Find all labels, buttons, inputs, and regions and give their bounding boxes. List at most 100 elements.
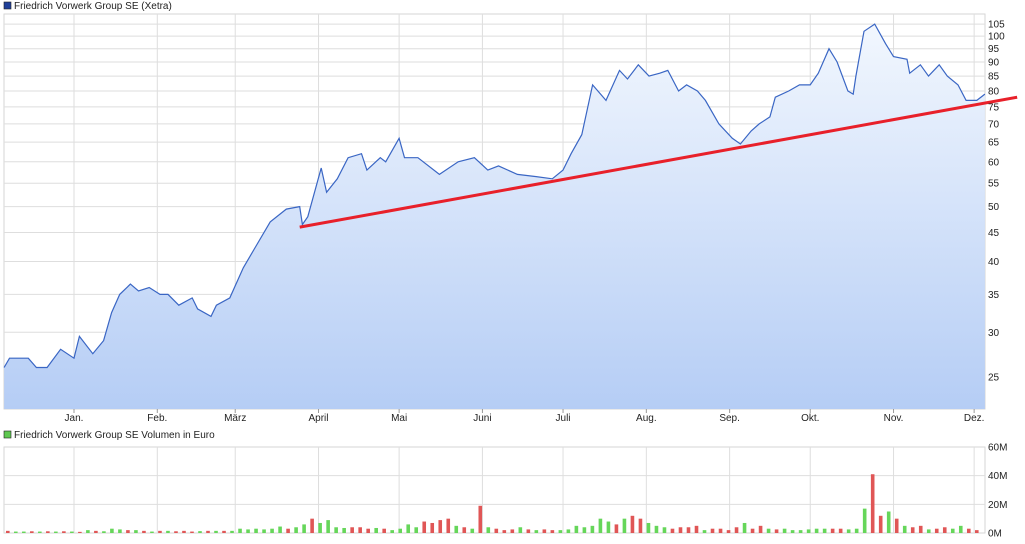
volume-legend-label: Friedrich Vorwerk Group SE Volumen in Eu… <box>14 430 215 441</box>
volume-bar <box>510 529 515 533</box>
volume-bar <box>246 529 250 533</box>
month-label: Feb. <box>147 413 167 424</box>
volume-bar <box>750 528 755 533</box>
volume-bar <box>150 531 154 533</box>
price-tick-label: 100 <box>988 32 1005 43</box>
volume-tick-label: 60M <box>988 443 1007 454</box>
month-label: Jan. <box>65 413 84 424</box>
volume-bar <box>966 528 971 533</box>
volume-bar <box>462 527 467 533</box>
volume-bar <box>550 530 555 533</box>
volume-bar <box>502 530 507 533</box>
price-tick-label: 30 <box>988 328 1000 339</box>
volume-bar <box>94 530 98 533</box>
volume-bar <box>414 527 419 533</box>
volume-bar <box>566 529 571 533</box>
volume-bar <box>454 525 459 533</box>
volume-bar <box>942 527 947 533</box>
volume-bar <box>782 528 787 533</box>
volume-bar <box>726 530 731 533</box>
volume-bar <box>30 531 34 533</box>
month-label: März <box>224 413 246 424</box>
volume-bar <box>614 524 619 533</box>
volume-bar <box>974 530 979 533</box>
volume-bar <box>142 530 146 533</box>
volume-bar <box>118 529 122 533</box>
volume-bar <box>38 531 42 533</box>
volume-bar <box>534 530 539 533</box>
volume-legend-square <box>3 430 12 439</box>
price-line <box>3 23 986 369</box>
volume-bar <box>862 508 867 533</box>
volume-bar <box>254 528 258 533</box>
volume-bar <box>62 531 66 533</box>
volume-bar <box>342 527 346 533</box>
price-tick-label: 45 <box>988 228 1000 239</box>
month-label: Juni <box>473 413 491 424</box>
volume-bar <box>670 528 675 533</box>
volume-bar <box>158 530 162 533</box>
volume-bar <box>390 530 394 533</box>
volume-bar <box>542 529 547 533</box>
volume-bar <box>662 527 667 533</box>
price-tick-label: 105 <box>988 20 1005 31</box>
volume-bar <box>678 527 683 533</box>
volume-bar <box>926 529 931 533</box>
volume-bar <box>366 528 370 533</box>
volume-bar <box>878 515 883 533</box>
volume-bar <box>166 530 170 533</box>
volume-bar <box>174 531 178 533</box>
volume-bar <box>310 518 314 533</box>
volume-bar <box>598 518 603 533</box>
month-label: Mai <box>391 413 407 424</box>
volume-bar <box>398 528 403 533</box>
volume-axis: 0M 20M 40M 60M <box>988 443 1007 540</box>
price-tick-label: 55 <box>988 179 1000 190</box>
volume-bar <box>742 522 747 533</box>
volume-bar <box>406 524 411 533</box>
volume-bar <box>302 524 306 533</box>
price-legend-label: Friedrich Vorwerk Group SE (Xetra) <box>14 1 172 12</box>
price-tick-label: 25 <box>988 373 1000 384</box>
price-tick-label: 95 <box>988 44 1000 55</box>
volume-bar <box>630 515 635 533</box>
volume-bar <box>102 531 106 533</box>
volume-bar <box>638 518 643 533</box>
month-label: Aug. <box>636 413 657 424</box>
volume-bar <box>886 511 891 533</box>
volume-bar <box>70 531 74 533</box>
price-tick-label: 50 <box>988 202 1000 213</box>
volume-bar <box>798 530 803 533</box>
volume-bar <box>694 525 699 533</box>
volume-bar <box>846 529 851 533</box>
volume-bar <box>134 530 138 533</box>
volume-bar <box>622 518 627 533</box>
volume-bar <box>854 528 859 533</box>
volume-bar <box>806 529 811 533</box>
volume-bar <box>382 528 386 533</box>
volume-bar <box>446 518 451 533</box>
volume-bar <box>430 522 435 533</box>
volume-bar <box>230 530 234 533</box>
volume-bar <box>822 528 827 533</box>
volume-bar <box>582 527 587 533</box>
price-tick-label: 90 <box>988 58 1000 69</box>
volume-bar <box>774 529 779 533</box>
price-legend-square <box>3 1 12 10</box>
volume-bar <box>526 529 531 533</box>
price-tick-label: 40 <box>988 257 1000 268</box>
price-tick-label: 75 <box>988 102 1000 113</box>
volume-tick-label: 20M <box>988 500 1007 511</box>
volume-bar <box>6 530 10 533</box>
volume-bar <box>470 528 475 533</box>
volume-bar <box>222 530 226 533</box>
volume-bar <box>238 528 242 533</box>
volume-bar <box>918 525 923 533</box>
month-label: Dez. <box>964 413 985 424</box>
volume-bar <box>590 525 595 533</box>
volume-bar <box>902 525 907 533</box>
volume-bar <box>718 528 723 533</box>
month-label: April <box>309 413 329 424</box>
